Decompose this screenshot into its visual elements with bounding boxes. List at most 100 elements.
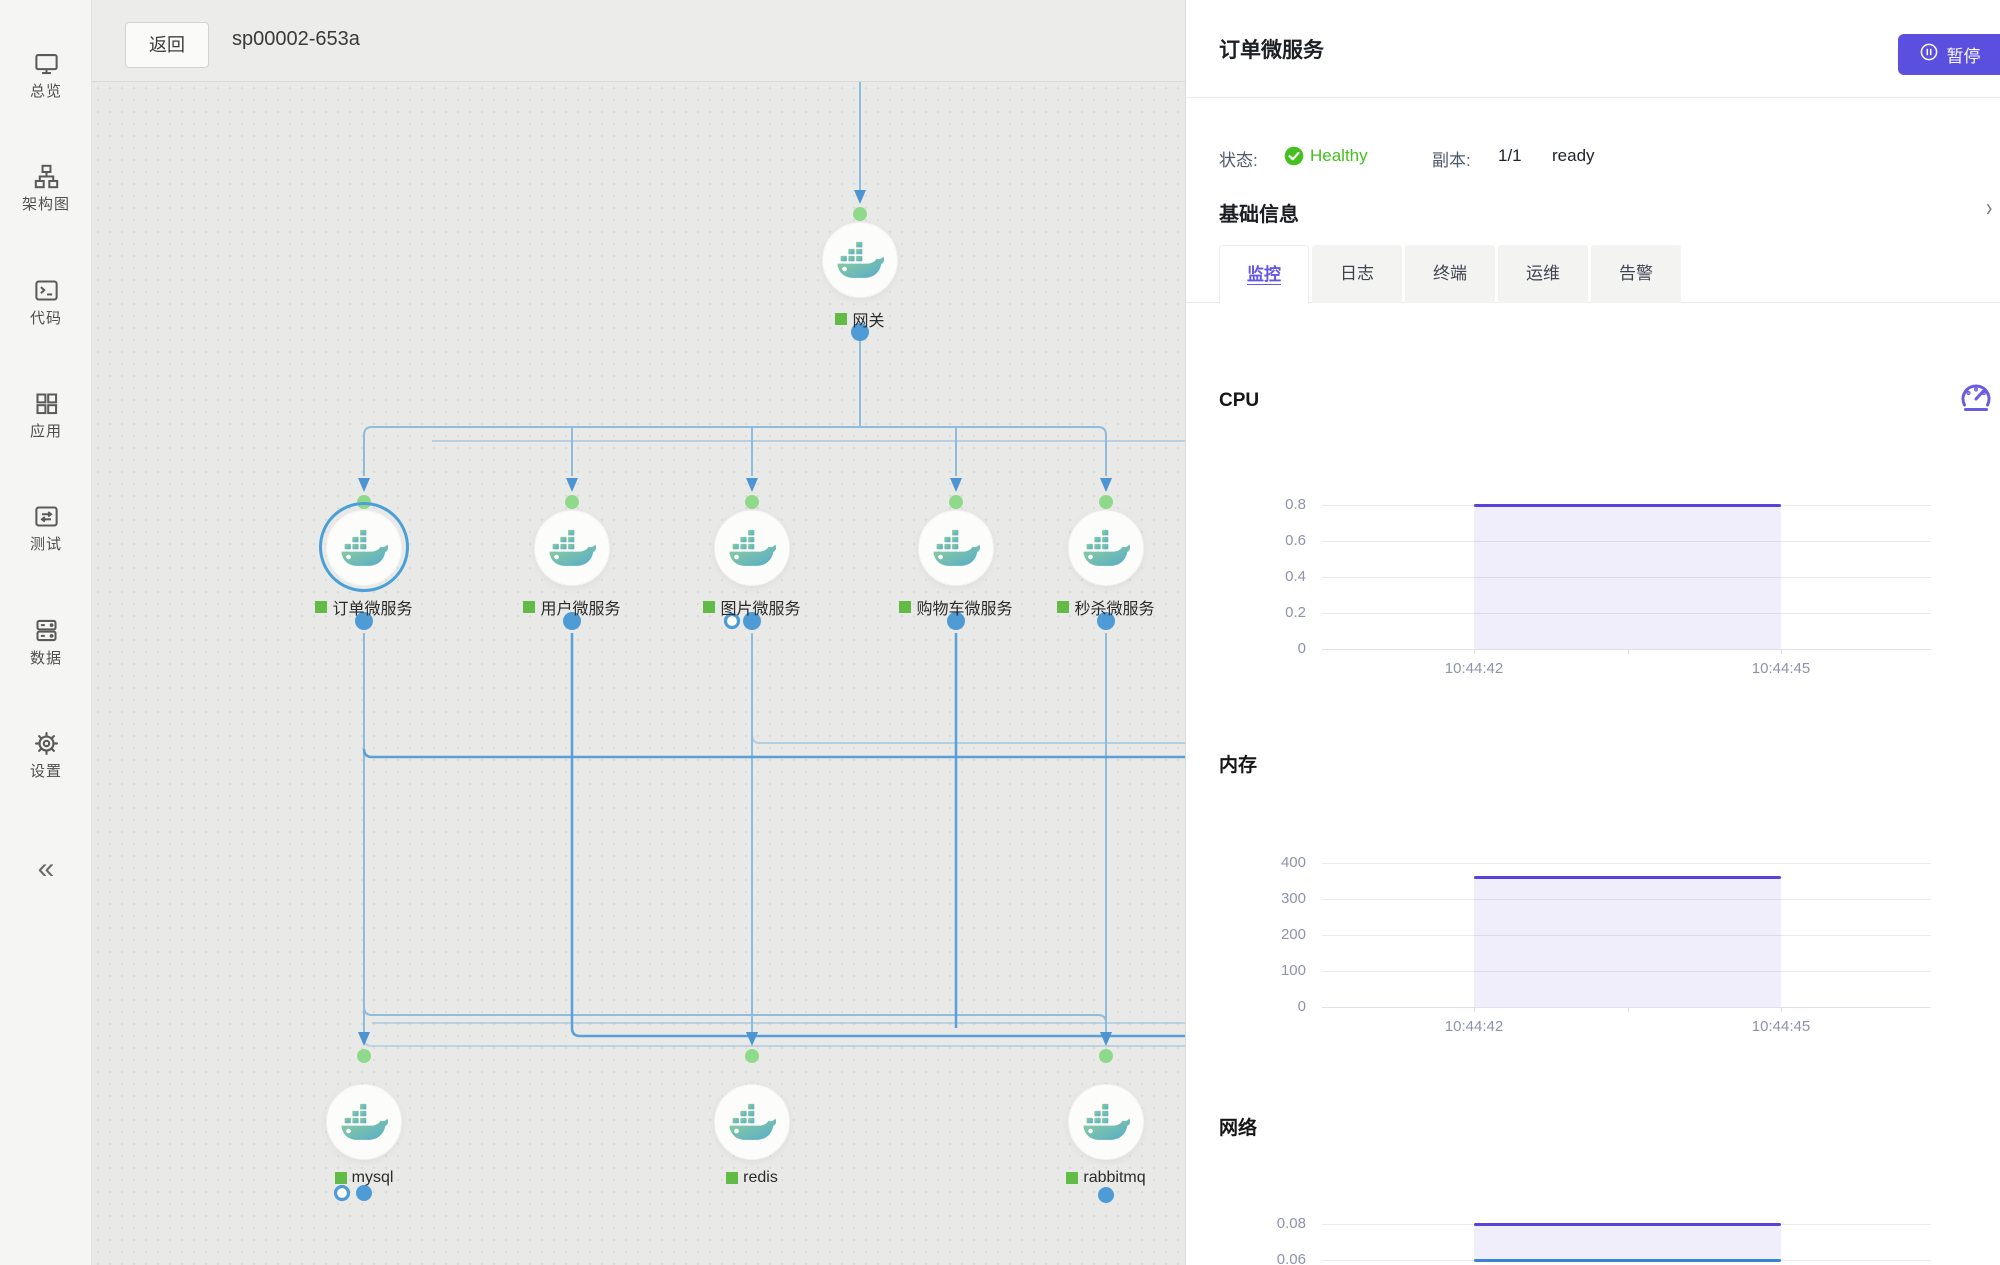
gear-icon (0, 730, 92, 757)
status-label: 状态: (1219, 151, 1258, 170)
main-area: 返回 sp00002-653a (92, 0, 1185, 1265)
docker-whale-icon (326, 1084, 402, 1160)
monitor-icon (0, 50, 92, 77)
series-line (1474, 1222, 1781, 1226)
x-tick-label: 10:44:42 (1444, 1018, 1504, 1035)
tab-operations[interactable]: 运维 (1498, 245, 1588, 303)
status-square-icon (1066, 1172, 1079, 1184)
docker-whale-icon (714, 510, 790, 586)
x-tick-label: 10:44:45 (1751, 1018, 1811, 1035)
back-button[interactable]: 返回 (125, 22, 209, 68)
canvas-toolbar: 返回 sp00002-653a (92, 0, 1185, 82)
sidebar-item-data[interactable]: 数据 (0, 617, 92, 668)
y-tick-label: 400 (1280, 854, 1306, 871)
sidebar-item-apps[interactable]: 应用 (0, 390, 92, 441)
y-tick-label: 0.4 (1285, 568, 1306, 585)
node-label: 订单微服务 (332, 601, 413, 618)
node-label: 用户微服务 (540, 601, 621, 618)
tab-monitoring[interactable]: 监控 (1219, 245, 1309, 304)
status-row: 状态: Healthy 副本: 1/1 ready (1186, 146, 2000, 171)
tab-terminal[interactable]: 终端 (1405, 245, 1495, 303)
x-tick-label: 10:44:42 (1444, 660, 1504, 677)
status-square-icon (703, 601, 716, 613)
sidebar-collapse-button[interactable]: « (0, 852, 92, 886)
y-tick-label: 0.8 (1285, 496, 1306, 513)
node-rabbitmq[interactable]: rabbitmq (1016, 1084, 1185, 1187)
y-tick-label: 0.06 (1276, 1251, 1306, 1265)
replica-count: 1/1 (1498, 146, 1522, 165)
topology-edges (333, 82, 1185, 1203)
node-label: 秒杀微服务 (1074, 601, 1155, 618)
sidebar-item-architecture[interactable]: 架构图 (0, 163, 92, 214)
gridline (1322, 1007, 1931, 1008)
node-order-service[interactable]: 订单微服务 (274, 502, 454, 619)
docker-whale-icon (534, 510, 610, 586)
sidebar-item-label: 测试 (29, 536, 62, 553)
node-seckill-service[interactable]: 秒杀微服务 (1016, 510, 1185, 619)
gridline (1322, 613, 1931, 614)
test-cycle-icon (0, 503, 92, 530)
status-value: Healthy (1310, 146, 1368, 165)
basic-info-heading: 基础信息 (1219, 204, 1299, 226)
gauge-icon[interactable] (1956, 378, 1996, 423)
sidebar-item-settings[interactable]: 设置 (0, 730, 92, 781)
node-label: 网关 (852, 313, 885, 330)
y-tick-label: 0.08 (1276, 1215, 1306, 1232)
status-square-icon (315, 601, 328, 613)
tab-alerts[interactable]: 告警 (1591, 245, 1681, 303)
tab-logs[interactable]: 日志 (1312, 245, 1402, 303)
sidebar-item-overview[interactable]: 总览 (0, 50, 92, 101)
selection-ring (319, 502, 409, 592)
series-area-fill (1474, 877, 1781, 1007)
y-tick-label: 0 (1297, 640, 1306, 657)
series-line (1474, 1258, 1781, 1262)
input-port-dots (357, 207, 1113, 1063)
replica-state: ready (1552, 146, 1595, 165)
replica-label: 副本: (1432, 151, 1471, 170)
double-chevron-left-icon: « (37, 852, 55, 885)
pause-button[interactable]: 暂停 (1898, 34, 2000, 75)
docker-whale-icon (1068, 1084, 1144, 1160)
panel-tabs: 监控 日志 终端 运维 告警 (1219, 245, 1681, 304)
output-port-dots (355, 323, 1115, 1203)
panel-divider (1186, 97, 2000, 98)
node-image-service[interactable]: 图片微服务 (662, 510, 842, 619)
node-label: 购物车微服务 (916, 601, 1013, 618)
x-tick (1474, 1007, 1475, 1012)
docker-whale-icon (918, 510, 994, 586)
node-redis[interactable]: redis (662, 1084, 842, 1187)
docker-whale-icon (326, 510, 402, 586)
sidebar-item-label: 总览 (29, 83, 62, 100)
pause-circle-icon (1919, 42, 1939, 67)
y-tick-label: 100 (1280, 962, 1306, 979)
pause-button-label: 暂停 (1946, 47, 1981, 66)
apps-grid-icon (0, 390, 92, 417)
status-square-icon (523, 601, 536, 613)
panel-title: 订单微服务 (1219, 39, 1324, 62)
node-mysql[interactable]: mysql (274, 1084, 454, 1187)
status-square-icon (334, 1172, 347, 1184)
node-user-service[interactable]: 用户微服务 (482, 510, 662, 619)
sidebar-item-label: 代码 (29, 310, 62, 327)
docker-whale-icon (822, 222, 898, 298)
node-cart-service[interactable]: 购物车微服务 (866, 510, 1046, 619)
cpu-section-title: CPU (1219, 390, 1260, 411)
x-tick (1781, 1007, 1782, 1012)
sidebar-item-label: 架构图 (21, 196, 70, 213)
sidebar-item-test[interactable]: 测试 (0, 503, 92, 554)
y-tick-label: 0.2 (1285, 604, 1306, 621)
topology-canvas[interactable]: 网关 订单微服务 用户微服务 图片微服务 购物车微服务 秒杀微服务 (92, 82, 1185, 1265)
sidebar-item-code[interactable]: 代码 (0, 277, 92, 328)
docker-whale-icon (1068, 510, 1144, 586)
node-gateway[interactable]: 网关 (770, 222, 950, 331)
series-area-fill (1474, 505, 1781, 649)
space-id-title: sp00002-653a (232, 28, 360, 50)
gridline (1322, 863, 1931, 864)
sidebar-item-label: 设置 (29, 763, 62, 780)
status-square-icon (835, 313, 848, 325)
healthy-check-icon (1284, 146, 1304, 171)
gridline (1322, 935, 1931, 936)
edge-arrow-icons (358, 190, 1112, 1046)
sidebar-item-label: 数据 (29, 650, 62, 667)
chevron-right-icon[interactable]: › (1986, 194, 1993, 222)
